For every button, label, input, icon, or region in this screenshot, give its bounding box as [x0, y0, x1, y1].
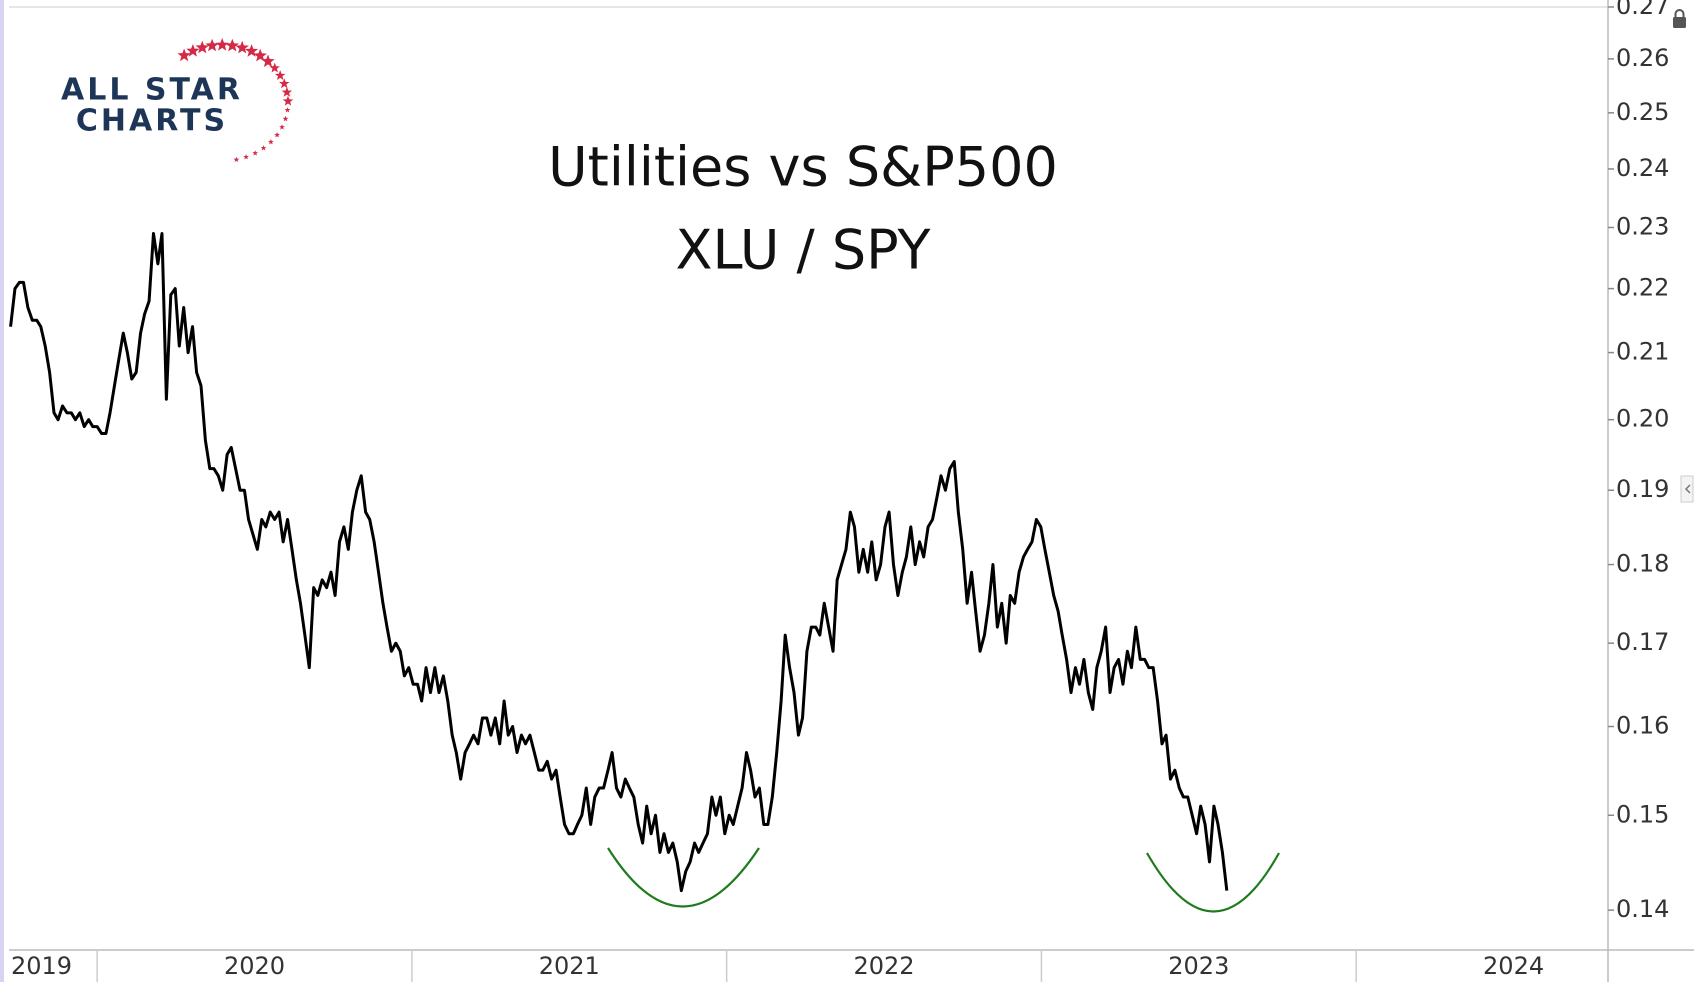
logo-star — [235, 40, 249, 54]
logo-star — [260, 145, 267, 151]
logo-star — [177, 48, 191, 62]
logo-star — [269, 62, 280, 73]
logo-star — [225, 38, 239, 52]
logo-star — [205, 38, 219, 52]
y-tick-label: 0.14 — [1616, 895, 1669, 923]
x-tick-label: 2022 — [854, 952, 915, 980]
logo-star — [279, 124, 285, 130]
lock-shackle — [1674, 9, 1685, 17]
logo-star — [252, 150, 259, 156]
logo-star — [243, 154, 249, 160]
logo-star — [282, 95, 294, 106]
lock-body — [1673, 17, 1686, 28]
logo-star — [281, 86, 293, 97]
x-tick-label: 2020 — [224, 952, 285, 980]
y-tick-label: 0.22 — [1616, 274, 1669, 302]
chart-title: Utilities vs S&P500 — [548, 136, 1058, 199]
price-ratio-line — [9, 231, 1229, 893]
logo-stars — [177, 38, 294, 162]
y-tick-label: 0.21 — [1616, 338, 1669, 366]
x-tick-label: 2019 — [11, 952, 72, 980]
logo-text: ALL STAR — [61, 73, 243, 108]
logo-star — [186, 44, 200, 57]
logo-star — [233, 156, 240, 162]
logo-star — [284, 107, 291, 113]
logo-star — [195, 40, 209, 54]
y-tick-label: 0.24 — [1616, 154, 1669, 182]
y-tick-label: 0.16 — [1616, 712, 1669, 740]
left-edge — [0, 0, 4, 982]
logo-star — [244, 44, 259, 57]
y-tick-label: 0.25 — [1616, 98, 1669, 126]
logo-text: CHARTS — [76, 104, 228, 139]
x-tick-label: 2021 — [539, 952, 600, 980]
logo-star — [282, 115, 289, 122]
annotation-arc — [607, 847, 760, 908]
x-tick-label: 2024 — [1483, 952, 1544, 980]
logo-star — [274, 131, 280, 138]
y-tick-label: 0.23 — [1616, 212, 1669, 240]
logo-star — [253, 48, 267, 62]
y-tick-label: 0.17 — [1616, 628, 1669, 656]
y-tick-label: 0.27 — [1616, 0, 1669, 20]
y-tick-label: 0.19 — [1616, 475, 1669, 503]
chart-subtitle: XLU / SPY — [675, 219, 931, 282]
y-tick-label: 0.18 — [1616, 550, 1669, 578]
logo-star — [215, 38, 229, 51]
y-tick-label: 0.26 — [1616, 44, 1669, 72]
logo-star — [279, 78, 290, 89]
handle-arrow — [1684, 484, 1691, 494]
annotation-arc — [1146, 852, 1280, 913]
logo-star — [274, 70, 286, 80]
x-tick-label: 2023 — [1168, 952, 1229, 980]
logo-star — [261, 54, 275, 68]
y-tick-label: 0.15 — [1616, 800, 1669, 828]
lock-icon[interactable] — [1673, 9, 1686, 28]
y-tick-label: 0.20 — [1616, 405, 1669, 433]
logo-star — [268, 139, 274, 145]
collapse-handle[interactable] — [1680, 475, 1694, 503]
